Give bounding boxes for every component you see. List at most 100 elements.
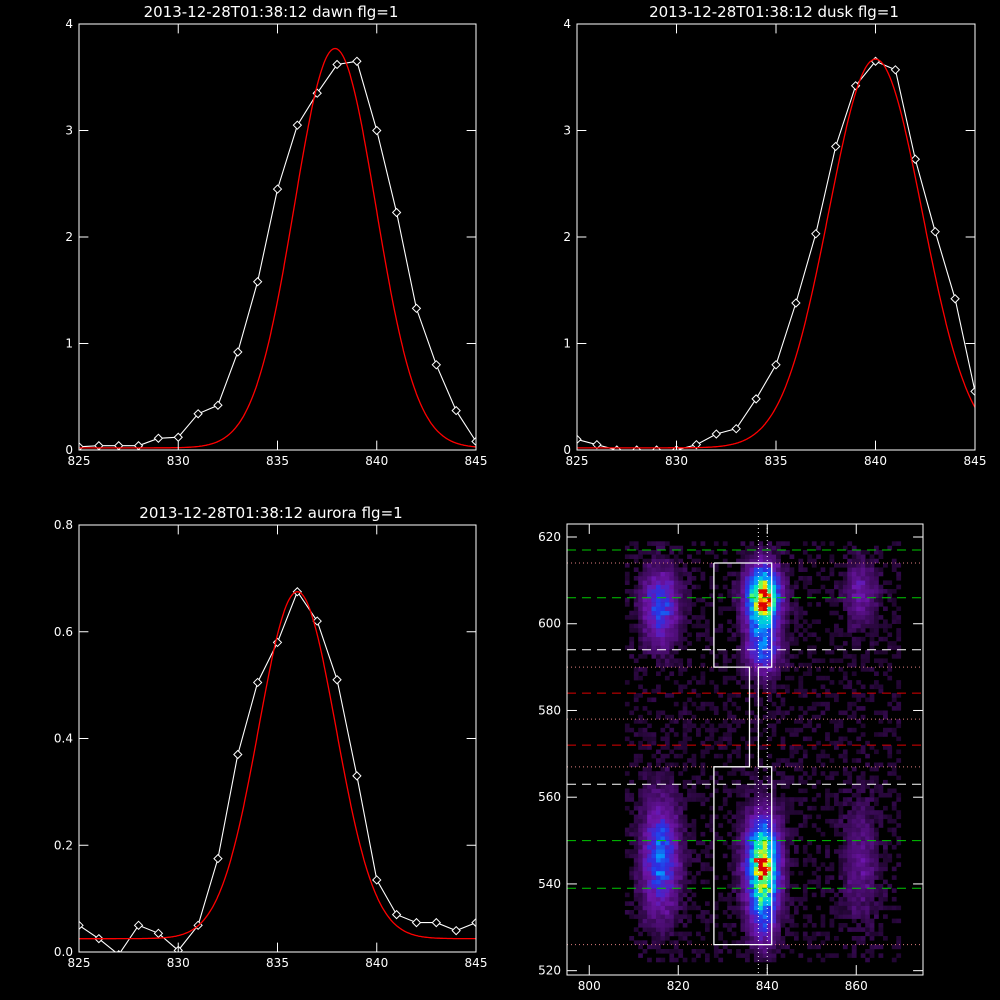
panel-image-heatmap-cell — [664, 918, 670, 924]
panel-image-heatmap-cell — [825, 853, 830, 859]
panel-dawn-data-marker — [411, 303, 422, 314]
panel-image-heatmap-cell — [767, 870, 773, 876]
panel-image-heatmap-cell — [713, 662, 719, 668]
panel-image-heatmap-cell — [656, 875, 661, 880]
panel-image-heatmap-cell — [753, 866, 759, 872]
panel-image-heatmap-cell — [896, 584, 902, 590]
panel-image-heatmap-cell — [771, 701, 777, 707]
panel-image-heatmap-cell — [749, 853, 755, 859]
panel-image-heatmap-cell — [753, 597, 759, 603]
panel-image-heatmap-cell — [878, 602, 884, 607]
panel-image-heatmap-cell — [669, 727, 675, 733]
panel-image-heatmap-cell — [736, 576, 741, 581]
panel-dusk-data-marker — [577, 434, 582, 445]
panel-image-heatmap-cell — [771, 827, 777, 833]
panel-image-heatmap-cell — [798, 775, 804, 781]
panel-image-heatmap-cell — [669, 805, 675, 811]
panel-image-heatmap-cell — [767, 836, 773, 841]
panel-image-heatmap-cell — [673, 788, 679, 794]
panel-image-heatmap-cell — [762, 602, 768, 607]
panel-image-heatmap-cell — [829, 632, 835, 637]
panel-image-heatmap-cell — [656, 940, 661, 945]
panel-image-heatmap-cell — [669, 563, 675, 568]
panel-image-heatmap-cell — [776, 823, 781, 828]
panel-image-heatmap-cell — [891, 866, 897, 872]
panel-image-heatmap-cell — [740, 550, 746, 555]
panel-image-heatmap-cell — [740, 576, 746, 581]
panel-image-heatmap-cell — [749, 541, 755, 546]
panel-image-heatmap-cell — [780, 823, 786, 828]
panel-image-heatmap-cell — [745, 792, 750, 798]
panel-image-heatmap-cell — [736, 875, 741, 880]
panel-image-heatmap-cell — [638, 727, 643, 733]
panel-image-heatmap-cell — [834, 610, 839, 616]
panel-image-heatmap-cell — [856, 875, 862, 880]
panel-image-heatmap-cell — [891, 654, 897, 659]
panel-image-heatmap-cell — [860, 667, 866, 672]
panel-image-heatmap-cell — [745, 883, 750, 889]
panel-image-heatmap-cell — [807, 580, 813, 585]
panel-image-heatmap-cell — [642, 810, 648, 815]
panel-image-heatmap-cell — [762, 654, 768, 659]
panel-image-heatmap-cell — [718, 649, 724, 655]
panel-image-heatmap-cell — [700, 571, 706, 577]
panel-image-heatmap-cell — [633, 658, 639, 663]
panel-image-heatmap-cell — [780, 550, 786, 555]
panel-image-heatmap-cell — [678, 888, 684, 893]
panel-image-heatmap-cell — [856, 840, 862, 846]
panel-image-heatmap-cell — [745, 550, 750, 555]
panel-image-heatmap-cell — [802, 636, 808, 642]
panel-image-heatmap-cell — [780, 836, 786, 841]
panel-image-heatmap-cell — [753, 649, 759, 655]
panel-image-heatmap-cell — [820, 584, 826, 590]
panel-image-heatmap-cell — [673, 905, 679, 911]
panel-image-heatmap-cell — [673, 914, 679, 919]
panel-image-heatmap-cell — [878, 636, 884, 642]
panel-image-heatmap-cell — [745, 957, 750, 963]
panel-image-heatmap-cell — [776, 923, 781, 928]
panel-image-heatmap-cell — [642, 805, 648, 811]
panel-aurora-fit-curve — [79, 591, 476, 940]
panel-image-heatmap-cell — [691, 875, 697, 880]
panel-image-heatmap-cell — [727, 927, 732, 932]
panel-image-heatmap-cell — [838, 563, 844, 568]
panel-image-heatmap-cell — [624, 792, 630, 798]
panel-image-heatmap-cell — [660, 610, 666, 616]
panel-image-heatmap-cell — [794, 610, 799, 616]
panel-image-heatmap-cell — [762, 949, 768, 954]
panel-image-heatmap-cell — [847, 580, 853, 585]
panel-image-heatmap-cell — [745, 879, 750, 885]
panel-image-heatmap-cell — [696, 693, 701, 698]
panel-image-heatmap-cell — [780, 901, 786, 906]
panel-image-heatmap-cell — [869, 892, 875, 898]
panel-image-heatmap-cell — [794, 831, 799, 837]
panel-image-heatmap-cell — [771, 589, 777, 594]
panel-image-heatmap-cell — [629, 589, 635, 594]
panel-aurora-xtick-label: 840 — [365, 956, 388, 970]
panel-image-heatmap-cell — [678, 567, 684, 572]
panel-image-heatmap-cell — [642, 870, 648, 876]
panel-image-heatmap-cell — [887, 641, 893, 646]
panel-dawn-xtick-label: 825 — [68, 454, 91, 468]
panel-image-heatmap-cell — [753, 576, 759, 581]
panel-image-heatmap-cell — [842, 766, 848, 772]
panel-image-heatmap-cell — [869, 879, 875, 885]
panel-aurora-data-marker — [471, 917, 476, 928]
panel-image-heatmap-cell — [883, 849, 888, 854]
panel-image-heatmap-cell — [762, 840, 768, 846]
panel-dusk-series-group — [577, 56, 975, 450]
panel-image-heatmap-cell — [740, 892, 746, 898]
panel-image-heatmap-cell — [651, 892, 657, 898]
panel-image-heatmap-cell — [664, 896, 670, 902]
panel-image-heatmap-cell — [740, 615, 746, 620]
panel-image-heatmap-cell — [834, 597, 839, 603]
panel-image-heatmap-cell — [736, 792, 741, 798]
panel-image-heatmap-cell — [678, 688, 684, 694]
panel-image-heatmap-cell — [851, 550, 857, 555]
panel-image-heatmap-cell — [758, 923, 764, 928]
panel-image-heatmap-cell — [842, 641, 848, 646]
panel-image-heatmap-cell — [896, 723, 902, 729]
panel-image-heatmap-cell — [638, 714, 643, 720]
panel-image-heatmap-cell — [780, 862, 786, 867]
panel-image-heatmap-cell — [713, 771, 719, 776]
